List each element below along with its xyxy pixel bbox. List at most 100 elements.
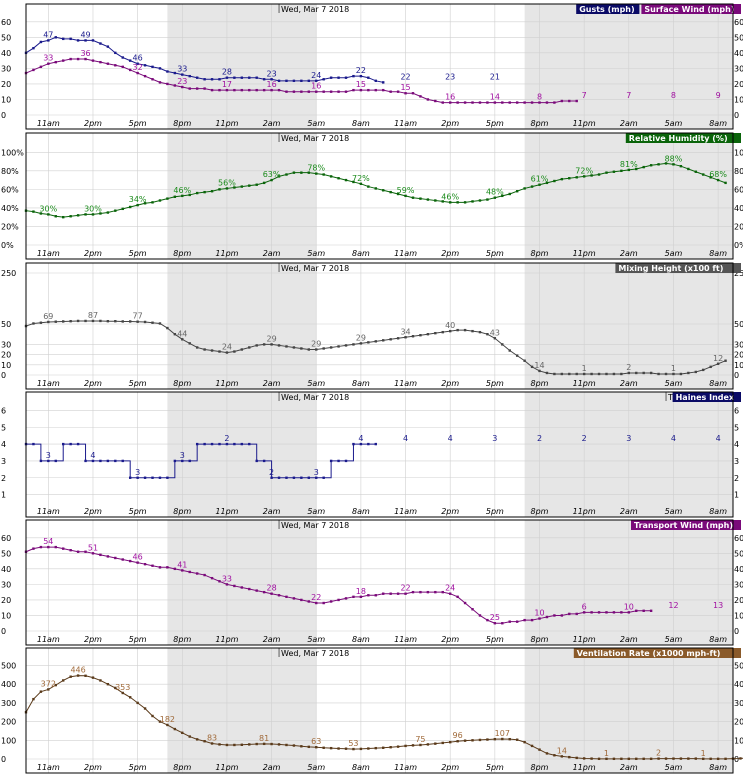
y-tick-label-left: 60 [1,18,11,27]
data-point [627,371,631,375]
data-point [121,65,124,69]
x-tick-label: 8pm [173,635,191,644]
x-tick-label: 8pm [531,635,549,644]
data-point [337,76,340,79]
data-label: 34 [400,327,410,336]
x-tick-label: 5pm [129,119,147,128]
data-point [620,757,623,761]
data-point [672,372,675,376]
data-point [426,333,430,336]
data-point [538,183,541,186]
x-tick-label: 11pm [573,763,596,772]
data-point [151,476,154,479]
data-label: 4 [358,434,363,443]
y-tick-label-left: 10 [1,611,11,620]
y-tick-label-right: 80% [734,167,743,176]
data-point [136,561,139,564]
data-point [367,341,370,344]
data-point [471,608,474,611]
data-point [434,590,437,594]
data-point [188,570,191,574]
data-label: 72% [575,166,593,175]
data-point [493,622,497,625]
data-label: 22 [400,72,410,81]
x-tick-label: 2pm [84,763,102,772]
x-tick-label: 11am [37,119,60,128]
y-tick-label-right: 250 [734,269,743,278]
data-point [240,586,244,589]
data-point [359,342,363,345]
data-point [151,321,154,324]
data-point [106,62,110,65]
data-point [352,343,355,346]
data-point [248,88,251,92]
data-point [434,199,437,202]
data-point [62,547,65,550]
data-point [515,101,519,104]
data-point [240,348,244,351]
data-point [240,442,244,446]
data-label: 81 [259,734,269,743]
y-tick-label-right: 0 [734,371,739,380]
data-point [471,739,474,742]
data-point [203,87,206,90]
data-label: 29 [356,333,366,342]
data-point [411,744,415,747]
data-point [590,611,593,614]
x-tick-label: 8pm [531,249,549,258]
x-tick-label: 5am [665,763,683,772]
data-label: 15 [356,80,366,89]
data-point [151,78,154,81]
x-tick-label: 2pm [84,507,102,516]
y-tick-label-left: 400 [1,680,16,689]
data-point [307,600,310,603]
data-point [687,167,690,171]
data-point [337,177,340,180]
data-point [382,88,385,92]
y-tick-label-right: 100% [734,148,743,157]
data-point [262,88,266,92]
data-point [605,372,608,376]
data-point [69,57,72,61]
y-tick-label-right: 0 [734,755,739,764]
data-point [262,742,266,746]
y-tick-label-right: 30 [734,580,743,589]
data-point [404,92,407,95]
x-tick-label: 8am [352,507,370,516]
data-point [352,747,355,751]
data-point [300,347,303,350]
x-tick-label: 11pm [573,507,596,516]
y-tick-label-right: 300 [734,699,743,708]
data-point [724,757,727,761]
data-point [188,342,191,345]
data-point [32,46,35,50]
x-tick-label: 5pm [129,379,147,388]
chart-title: Gusts (mph) [579,5,634,14]
y-tick-label-left: 20 [1,351,11,360]
title-chip [631,520,741,530]
data-point [233,442,236,446]
data-point [300,745,303,748]
y-tick-label-left: 3 [1,457,6,466]
y-tick-label-left: 60 [1,534,11,543]
data-point [32,210,35,213]
data-point [329,175,333,178]
data-label: 69 [43,312,53,321]
data-point [478,330,482,334]
data-point [582,372,586,376]
x-tick-label: 5pm [486,119,504,128]
x-tick-label: 8am [709,763,727,772]
x-tick-label: 5am [307,249,325,258]
data-point [76,442,80,446]
data-point [582,611,586,614]
data-label: 28 [222,68,232,77]
data-point [515,738,519,741]
data-label: 49 [80,30,90,39]
data-label: 61% [531,175,549,184]
data-point [389,592,392,595]
y-tick-label-left: 50 [1,549,11,558]
data-point [471,200,474,203]
data-point [389,90,392,93]
x-tick-label: 11am [37,379,60,388]
data-point [158,81,162,84]
